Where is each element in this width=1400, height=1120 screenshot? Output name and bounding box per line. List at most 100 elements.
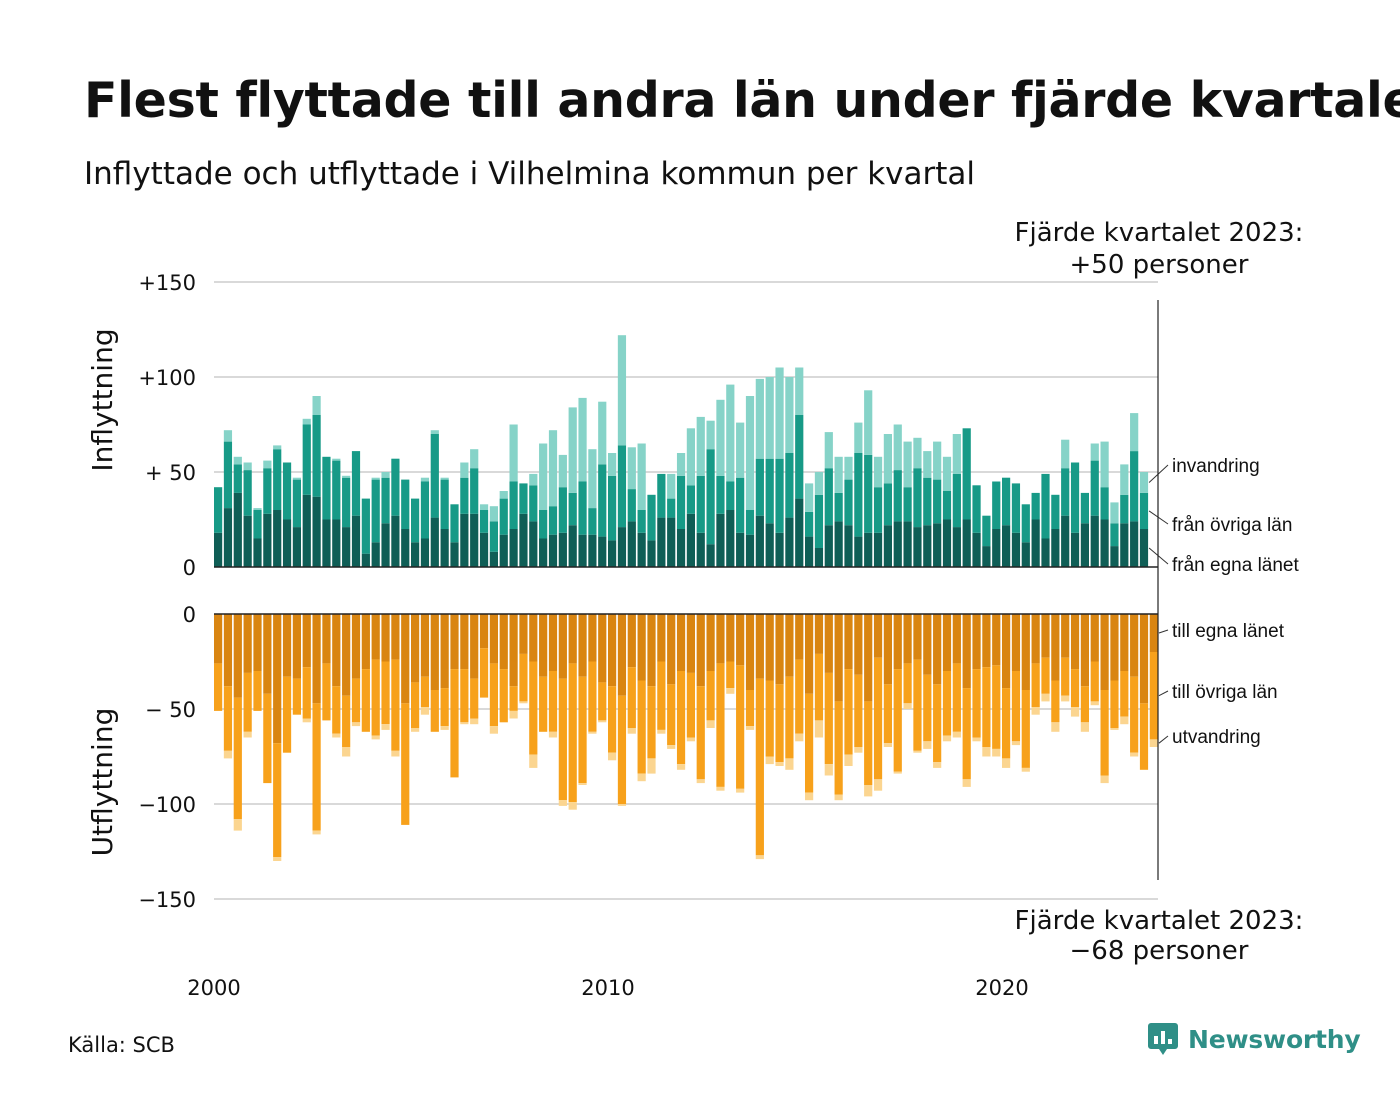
bar-segment (361, 498, 370, 554)
bar-segment (854, 453, 863, 537)
bar-segment (716, 614, 725, 664)
bar-segment (1051, 529, 1060, 567)
bar-segment (1100, 519, 1109, 567)
bar-segment (282, 614, 292, 677)
bar-segment (676, 764, 686, 770)
bar-segment (411, 498, 420, 543)
bar-segment (824, 432, 833, 469)
bar-segment (864, 701, 873, 785)
bar-segment (716, 786, 725, 791)
y-tick-label: +150 (138, 271, 196, 295)
bar-segment (962, 688, 971, 780)
bar-segment (785, 517, 794, 567)
bar-segment (460, 477, 469, 514)
bar-segment (342, 695, 351, 747)
bar-segment (736, 614, 745, 666)
bar-segment (243, 614, 252, 673)
bar-segment (686, 614, 695, 673)
bar-segment (893, 771, 902, 774)
bar-segment (1110, 614, 1119, 681)
bar-segment (627, 521, 636, 567)
bar-segment (420, 477, 430, 482)
bar-segment (312, 415, 321, 497)
bar-segment (1130, 451, 1139, 522)
bar-segment (1090, 443, 1099, 461)
bar-segment (982, 667, 991, 747)
bar-segment (657, 661, 666, 730)
bar-segment (1110, 728, 1119, 730)
bar-segment (302, 494, 311, 567)
bar-segment (795, 659, 804, 734)
bar-segment (952, 473, 961, 528)
bar-segment (1110, 502, 1119, 524)
bar-segment (548, 614, 558, 671)
bar-segment (460, 722, 469, 725)
bar-segment (529, 754, 538, 768)
bar-segment (933, 479, 942, 524)
bar-segment (381, 614, 390, 662)
bar-segment (844, 669, 853, 755)
bar-segment (893, 669, 902, 772)
bar-segment (982, 546, 991, 567)
bar-segment (1002, 688, 1011, 759)
bar-segment (903, 487, 912, 522)
bar-segment (1100, 614, 1109, 690)
bar-segment (253, 671, 262, 711)
bar-segment (1002, 477, 1011, 526)
bar-segment (765, 523, 774, 567)
bar-segment (460, 614, 469, 670)
bar-segment (883, 614, 892, 685)
bar-segment (637, 532, 646, 567)
bar-segment (381, 523, 390, 567)
bar-segment (381, 724, 390, 730)
bar-segment (696, 416, 705, 476)
bar-segment (1080, 523, 1089, 567)
bar-segment (381, 661, 390, 725)
bar-segment (657, 614, 666, 662)
bar-segment (923, 614, 932, 675)
bar-segment (903, 614, 912, 664)
bar-segment (765, 756, 774, 765)
annotation-text: Fjärde kvartalet 2023: (1015, 906, 1304, 936)
bar-segment (371, 614, 380, 660)
bar-segment (430, 614, 439, 690)
bar-segment (598, 536, 607, 567)
bar-segment (558, 532, 567, 567)
bar-segment (696, 779, 705, 784)
bar-segment (292, 614, 301, 679)
bar-segment (332, 733, 341, 738)
bar-segment (588, 731, 597, 734)
bar-segment (923, 525, 932, 567)
bar-segment (617, 335, 627, 446)
bar-segment (420, 614, 430, 677)
bar-segment (588, 661, 597, 732)
bar-segment (1070, 707, 1080, 717)
bar-segment (470, 449, 479, 469)
bar-segment (371, 479, 380, 543)
bar-segment (233, 819, 242, 831)
bar-segment (371, 735, 380, 740)
bar-segment (893, 470, 902, 522)
bar-segment (647, 540, 656, 567)
bar-segment (568, 614, 577, 664)
bar-segment (647, 758, 656, 774)
bar-segment (864, 454, 873, 533)
bar-segment (913, 614, 922, 660)
bar-segment (509, 424, 518, 482)
bar-segment (923, 477, 932, 526)
bar-segment (401, 614, 410, 704)
brand-logo[interactable]: Newsworthy (1148, 1023, 1361, 1055)
bar-segment (824, 614, 833, 673)
bar-segment (548, 430, 558, 507)
bar-segment (676, 453, 686, 476)
bar-segment (736, 788, 745, 793)
bar-segment (676, 475, 686, 529)
bar-segment (223, 686, 233, 751)
bar-segment (401, 479, 410, 529)
bar-segment (381, 477, 390, 524)
bar-segment (499, 669, 508, 723)
bar-segment (893, 424, 902, 471)
bar-segment (805, 693, 814, 793)
bar-segment (282, 519, 292, 567)
bar-segment (548, 671, 558, 732)
